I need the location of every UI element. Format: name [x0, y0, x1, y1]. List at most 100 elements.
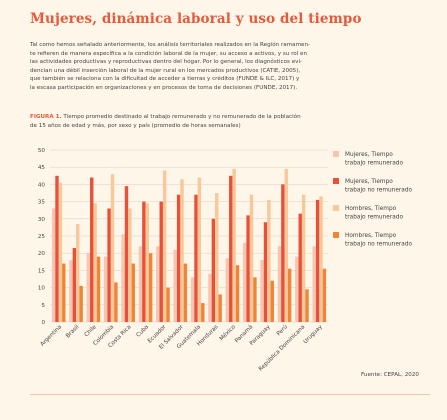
bar — [145, 203, 149, 322]
bar — [232, 168, 236, 322]
legend-label-line: trabajo no remunerado — [345, 188, 413, 194]
legend-swatch — [333, 151, 339, 157]
legend-label-line: Hombres, Tiempo — [345, 206, 397, 212]
bar — [235, 265, 240, 322]
bar — [260, 260, 264, 322]
bar — [229, 175, 233, 322]
bar — [190, 277, 195, 322]
legend-label: Mujeres, Tiempo trabajo remunerado — [345, 152, 403, 167]
bar — [319, 196, 323, 322]
legend-label-line: Hombres, Tiempo — [345, 233, 397, 239]
paragraph-line: la escasa participación en organizacione… — [30, 84, 298, 91]
bar — [58, 182, 63, 322]
bar — [267, 199, 271, 322]
legend-label-line: Mujeres, Tiempo — [345, 152, 393, 158]
x-tick-label: Uruguay — [303, 324, 325, 346]
bar — [176, 194, 181, 322]
bar — [159, 201, 163, 322]
bar — [183, 263, 188, 322]
bottom-divider — [30, 394, 430, 395]
x-tick-label: Perú — [275, 323, 289, 337]
bar — [322, 268, 327, 322]
bar — [86, 253, 91, 322]
legend-label: Hombres, Tiempo trabajo remunerado — [345, 206, 403, 221]
legend-label-line: trabajo no remunerado — [345, 242, 413, 248]
bar — [312, 246, 316, 322]
bar — [142, 201, 146, 322]
legend-label-line: trabajo remunerado — [345, 215, 403, 221]
legend-label-line: trabajo remunerado — [345, 161, 403, 167]
bar — [287, 268, 292, 322]
bar — [211, 218, 216, 322]
bar — [277, 246, 282, 322]
bar — [114, 282, 118, 322]
bar — [246, 215, 250, 322]
x-tick-label: Chile — [84, 324, 99, 339]
bar — [110, 174, 115, 322]
bar — [62, 263, 66, 322]
source-note: Fuente: CEPAL, 2020 — [361, 372, 419, 378]
bar — [215, 193, 219, 322]
bar — [166, 287, 170, 322]
bar — [225, 258, 230, 322]
bar — [51, 208, 56, 322]
figure-label: FIGURA 1. — [30, 114, 62, 120]
y-tick-label: 25 — [38, 234, 46, 240]
y-tick-label: 15 — [38, 268, 46, 274]
paragraph-line: Tal como hemos señalado anteriormente, l… — [30, 42, 311, 48]
bar — [76, 223, 80, 322]
y-tick-label: 20 — [38, 251, 46, 257]
bar — [121, 234, 125, 322]
paragraph-line: te refieren de manera específica a la co… — [30, 50, 308, 57]
paragraph-line: dencian una débil inserción laboral de l… — [30, 67, 301, 74]
y-tick-label: 10 — [38, 286, 46, 292]
legend-label: Mujeres, Tiempo trabajo no remunerado — [345, 179, 413, 194]
bar — [263, 222, 268, 322]
y-tick-label: 45 — [38, 165, 46, 171]
bar — [281, 184, 285, 322]
x-tick-label: Argentina — [40, 324, 64, 348]
bar — [156, 246, 160, 322]
bar — [270, 280, 274, 322]
y-tick-label: 5 — [41, 303, 45, 309]
bar — [315, 199, 320, 322]
bar — [96, 256, 101, 322]
bar — [295, 256, 299, 322]
bar — [104, 256, 108, 322]
figure-caption: FIGURA 1. Tiempo promedio destinado al t… — [30, 113, 430, 130]
figure-caption-line-1: FIGURA 1. Tiempo promedio destinado al t… — [30, 113, 430, 122]
bar — [298, 213, 302, 322]
bar — [124, 186, 129, 322]
legend-swatch — [333, 205, 339, 211]
bar — [218, 294, 222, 322]
bar — [55, 175, 59, 322]
bar — [148, 253, 153, 322]
x-tick-label: Cuba — [136, 324, 150, 338]
y-tick-label: 50 — [38, 148, 46, 154]
bar — [79, 285, 83, 322]
bar — [69, 260, 73, 322]
paragraph-line: las actividades productivas y reproducti… — [30, 59, 303, 66]
legend-swatch — [333, 178, 339, 184]
bar — [284, 168, 288, 322]
legend-swatch — [333, 232, 339, 238]
page-title: Mujeres, dinámica laboral y uso del tiem… — [30, 11, 362, 27]
bar — [107, 208, 111, 322]
bar — [208, 273, 212, 322]
bar — [197, 177, 202, 322]
bar — [93, 203, 97, 322]
y-tick-label: 35 — [38, 200, 46, 206]
bar — [138, 246, 143, 322]
paragraph-line: que también se relaciona con la dificult… — [30, 76, 300, 83]
figure-caption-text: Tiempo promedio destinado al trabajo rem… — [61, 114, 301, 120]
figure-caption-line-2: de 15 años de edad y más, por sexo y paí… — [30, 122, 241, 129]
legend-label-line: Mujeres, Tiempo — [345, 179, 393, 185]
y-tick-label: 0 — [41, 320, 45, 326]
bar — [173, 249, 177, 322]
y-tick-label: 40 — [38, 182, 46, 188]
bar — [180, 179, 184, 322]
bar — [243, 242, 247, 322]
y-tick-label: 30 — [38, 217, 46, 223]
x-tick-label: Brasil — [65, 324, 81, 340]
